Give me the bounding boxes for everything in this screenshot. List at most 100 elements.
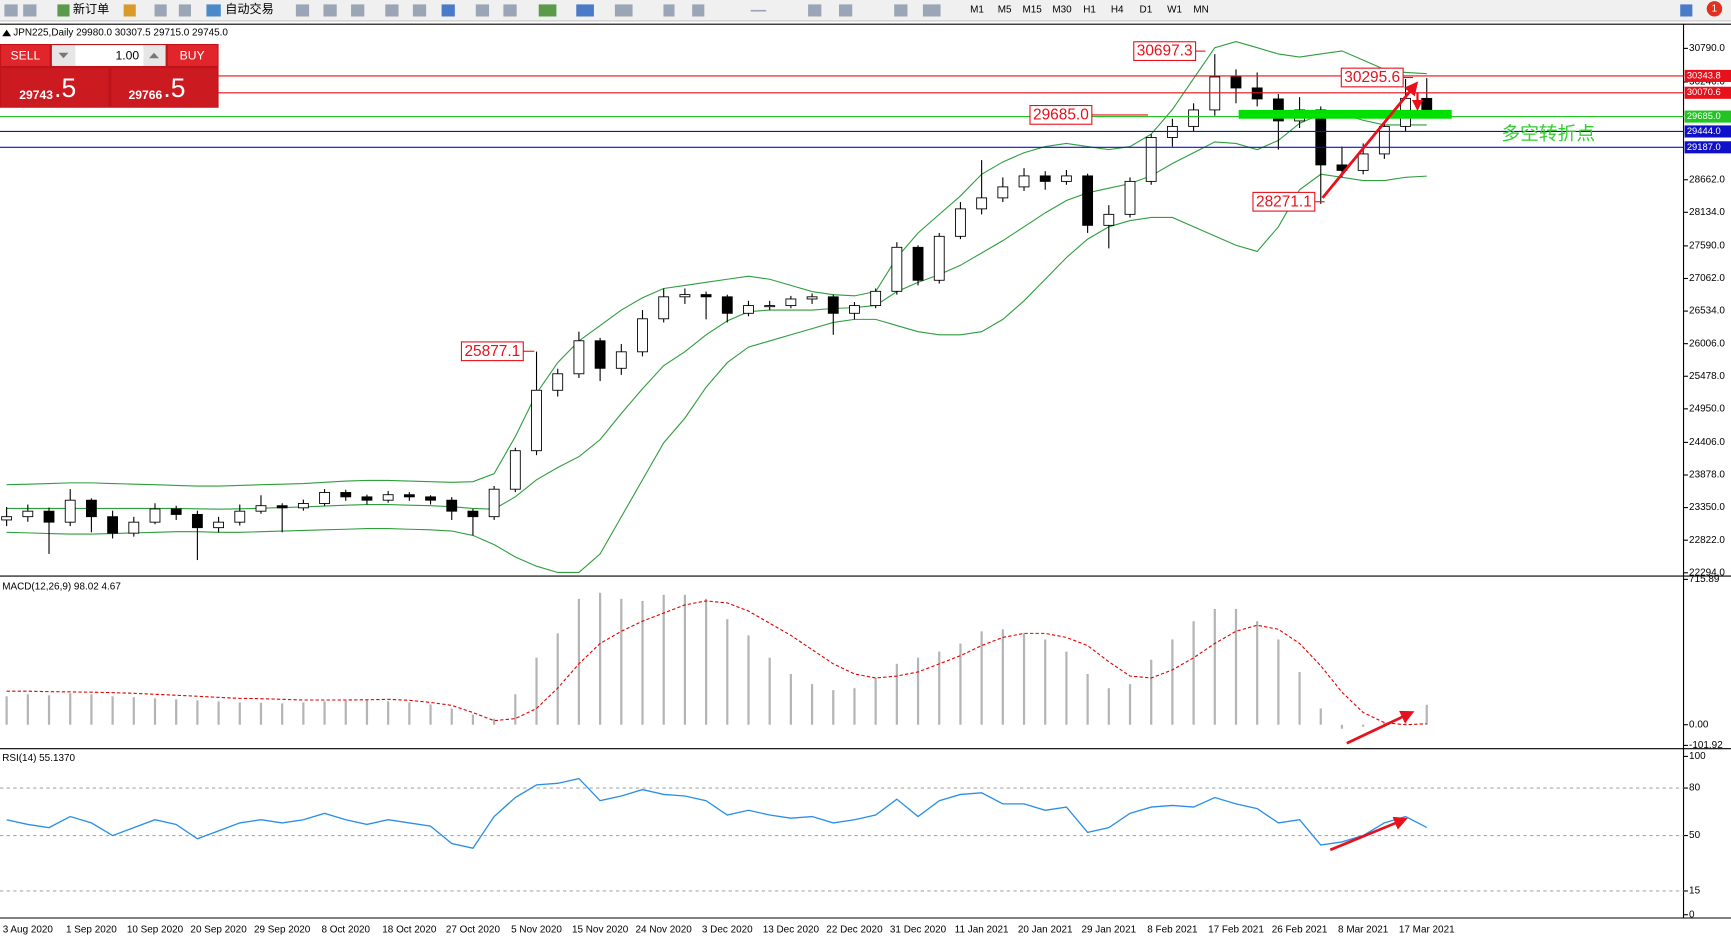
icon[interactable] <box>503 4 517 17</box>
y-tick-label: 30246.0 <box>1689 77 1725 88</box>
sell-button[interactable] <box>1 45 50 66</box>
buy-price-box[interactable] <box>111 68 218 107</box>
candle-body <box>297 503 309 509</box>
candle-body <box>594 340 606 369</box>
y-tick-label: 30790.0 <box>1689 43 1725 54</box>
search-icon[interactable] <box>1680 4 1693 17</box>
icon[interactable] <box>178 4 191 17</box>
notification-count[interactable]: 1 <box>1712 3 1718 14</box>
price-label: 29685.0 <box>1687 111 1721 121</box>
y-tick-label: 25478.0 <box>1689 371 1725 382</box>
sell-price-box[interactable] <box>1 68 109 107</box>
sell-label[interactable]: SELL <box>11 48 41 62</box>
candle-body <box>764 305 776 308</box>
icon[interactable] <box>441 4 455 17</box>
icon[interactable] <box>663 4 675 17</box>
timeframe-button[interactable]: MN <box>1193 5 1208 16</box>
notification-badge[interactable] <box>1706 1 1723 17</box>
macd-bar <box>980 631 983 725</box>
buy-label[interactable]: BUY <box>180 48 205 62</box>
collapse-arrow[interactable] <box>2 29 12 37</box>
candle-body <box>467 510 479 518</box>
band-middle <box>6 113 1427 510</box>
x-tick-label: 3 Aug 2020 <box>3 925 54 936</box>
timeframe-button[interactable]: D1 <box>1140 5 1153 16</box>
candle-body <box>255 505 267 512</box>
candle-body <box>1272 98 1284 122</box>
callout-box <box>460 341 524 362</box>
buy-price[interactable]: 29766 <box>129 88 163 102</box>
icon[interactable] <box>123 4 136 17</box>
lot-value[interactable]: 1.00 <box>115 48 139 62</box>
candle-body <box>64 499 76 523</box>
candle-body <box>721 296 733 314</box>
buy-price-fraction[interactable]: .5 <box>163 73 185 103</box>
timeframe-button[interactable]: H4 <box>1111 5 1124 16</box>
sell-price[interactable]: 29743 <box>19 88 53 102</box>
macd-bar <box>577 598 581 725</box>
icon[interactable] <box>538 4 557 17</box>
candle-body <box>679 294 691 298</box>
timeframe-button[interactable]: H1 <box>1083 5 1096 16</box>
macd-bar <box>1001 629 1004 725</box>
candle-body <box>806 296 818 300</box>
y-tick-label: 0 <box>1689 909 1695 920</box>
timeframe-button[interactable]: M5 <box>998 5 1012 16</box>
icon[interactable] <box>894 4 908 17</box>
candle-body <box>488 488 500 518</box>
macd-bar <box>747 635 750 725</box>
y-tick-label: 50 <box>1689 830 1701 841</box>
macd-bar <box>1234 609 1238 725</box>
sell-price-fraction[interactable]: .5 <box>54 73 76 103</box>
candle-body <box>849 305 860 314</box>
macd-bar <box>895 663 898 725</box>
icon[interactable] <box>412 4 427 17</box>
icon[interactable] <box>323 4 337 17</box>
callout-label: 30295.6 <box>1344 69 1400 86</box>
y-tick-label: 715.89 <box>1689 574 1720 585</box>
pivot-zone <box>1238 109 1452 119</box>
timeframe-button[interactable]: M1 <box>970 5 984 16</box>
timeframe-button[interactable]: M30 <box>1052 5 1072 16</box>
y-tick-label: 100 <box>1689 751 1706 762</box>
y-tick-label: -101.92 <box>1689 740 1723 751</box>
rsi-arrow <box>1329 816 1408 852</box>
icon[interactable] <box>23 4 37 17</box>
lot-input[interactable] <box>75 45 144 66</box>
icon[interactable] <box>808 4 822 17</box>
x-tick-label: 10 Sep 2020 <box>127 925 184 936</box>
icon[interactable] <box>614 4 633 17</box>
icon[interactable] <box>154 4 167 17</box>
icon[interactable] <box>692 4 705 17</box>
icon[interactable] <box>475 4 490 17</box>
macd-bar <box>1256 621 1259 725</box>
icon[interactable] <box>4 4 18 17</box>
icon[interactable] <box>351 4 365 17</box>
candle-body <box>933 235 945 281</box>
candle-body <box>1378 125 1390 155</box>
macd-bar <box>90 694 93 725</box>
auto-trading-icon[interactable] <box>206 4 221 17</box>
lot-increase-arrow <box>149 52 159 59</box>
icon[interactable] <box>385 4 399 17</box>
callout-note: 多空转折点 <box>1501 123 1595 144</box>
x-tick-label: 20 Sep 2020 <box>190 925 247 936</box>
icon[interactable] <box>922 4 941 17</box>
macd-bar <box>1192 621 1195 725</box>
x-tick-label: 20 Jan 2021 <box>1018 925 1073 936</box>
buy-button[interactable] <box>167 45 218 66</box>
candle-body <box>658 296 670 320</box>
timeframe-button[interactable]: W1 <box>1167 5 1182 16</box>
icon[interactable] <box>576 4 594 17</box>
x-tick-label: 26 Feb 2021 <box>1272 925 1328 936</box>
icon[interactable] <box>750 9 767 12</box>
candle-body <box>43 510 55 523</box>
icon[interactable] <box>839 4 853 17</box>
icon[interactable] <box>295 4 310 17</box>
timeframe-button[interactable]: M15 <box>1023 5 1043 16</box>
auto-trading-button[interactable]: 自动交易 <box>225 1 274 16</box>
x-tick-label: 8 Oct 2020 <box>321 925 370 936</box>
new-order-button[interactable]: 新订单 <box>73 1 109 16</box>
new-order-icon[interactable] <box>57 4 70 17</box>
plot: JPN225,Daily 29980.0 30307.5 29715.0 297… <box>0 28 1731 936</box>
